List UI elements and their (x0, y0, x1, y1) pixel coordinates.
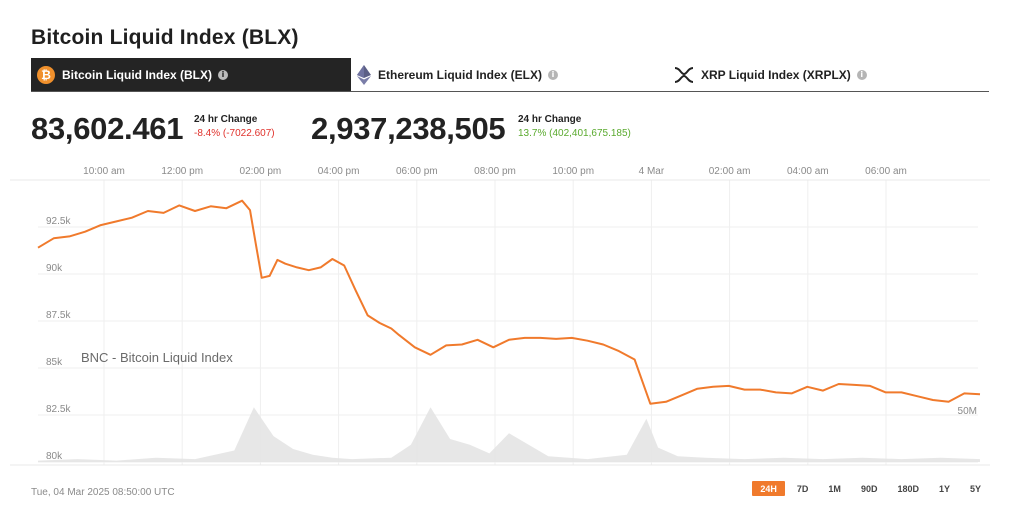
tab-ethereum[interactable]: Ethereum Liquid Index (ELX) i (357, 58, 657, 91)
x-tick-label: 06:00 pm (396, 166, 438, 177)
price-line (37, 199, 981, 405)
x-tick-label: 08:00 pm (474, 166, 516, 177)
range-24h[interactable]: 24H (752, 481, 785, 496)
volume-value: 2,937,238,505 (311, 111, 506, 146)
tab-xrp[interactable]: XRP Liquid Index (XRPLX) i (674, 58, 974, 91)
page-title: Bitcoin Liquid Index (BLX) (31, 26, 299, 49)
y-tick-label: 85k (46, 357, 63, 368)
x-tick-label: 06:00 am (865, 166, 907, 177)
svg-text:₿: ₿ (41, 68, 51, 82)
x-tick-label: 4 Mar (639, 166, 665, 177)
y-tick-label: 90k (46, 263, 63, 274)
info-icon[interactable]: i (218, 69, 228, 80)
bitcoin-icon: ₿ (37, 65, 55, 84)
range-180d[interactable]: 180D (897, 483, 919, 494)
chart-watermark: BNC - Bitcoin Liquid Index (81, 350, 233, 365)
xrp-icon (674, 66, 694, 83)
range-5y[interactable]: 5Y (969, 483, 981, 494)
price-value: 83,602.461 (31, 111, 184, 146)
y-tick-label: 87.5k (46, 310, 71, 321)
tab-label: XRP Liquid Index (XRPLX) (701, 67, 851, 82)
range-1m[interactable]: 1M (828, 483, 841, 494)
info-icon[interactable]: i (548, 69, 559, 80)
x-tick-label: 10:00 pm (552, 166, 594, 177)
x-tick-label: 02:00 am (709, 166, 751, 177)
x-tick-label: 12:00 pm (161, 166, 203, 177)
volume-area (38, 407, 980, 462)
x-tick-label: 10:00 am (83, 166, 125, 177)
timestamp: Tue, 04 Mar 2025 08:50:00 UTC (31, 487, 175, 498)
volume-area-path (38, 407, 980, 462)
x-axis: 10:00 am 12:00 pm 02:00 pm 04:00 pm 06:00 pm… (83, 166, 907, 177)
volume-tick-label: 50M (958, 406, 977, 417)
ethereum-icon (357, 64, 371, 85)
range-1y[interactable]: 1Y (938, 483, 950, 494)
tab-label: Bitcoin Liquid Index (BLX) (62, 67, 212, 82)
x-tick-label: 02:00 pm (240, 166, 282, 177)
volume-change-label: 24 hr Change (518, 114, 582, 125)
tab-bitcoin[interactable]: ₿ Bitcoin Liquid Index (BLX) i (31, 58, 351, 91)
price-change-label: 24 hr Change (194, 114, 258, 125)
price-change: -8.4% (-7022.607) (194, 128, 275, 139)
x-tick-label: 04:00 am (787, 166, 829, 177)
chart-grid (10, 179, 990, 466)
range-7d[interactable]: 7D (796, 483, 809, 494)
x-tick-label: 04:00 pm (318, 166, 360, 177)
range-selector: 24H 7D 1M 90D 180D 1Y 5Y (752, 481, 989, 496)
info-icon[interactable]: i (856, 69, 867, 80)
y-tick-label: 82.5k (46, 404, 71, 415)
y-axis: 92.5k 90k 87.5k 85k 82.5k 80k (46, 216, 71, 462)
y-tick-label: 80k (46, 451, 63, 462)
range-90d[interactable]: 90D (860, 483, 878, 494)
volume-change: 13.7% (402,401,675.185) (518, 128, 631, 139)
price-chart[interactable]: 10:00 am 12:00 pm 02:00 pm 04:00 pm 06:00 pm… (0, 150, 1024, 470)
price-line-layer (37, 199, 981, 405)
index-tabs: ₿ Bitcoin Liquid Index (BLX) i Ethereum … (31, 58, 989, 92)
tab-label: Ethereum Liquid Index (ELX) (378, 67, 543, 82)
y-tick-label: 92.5k (46, 216, 71, 227)
